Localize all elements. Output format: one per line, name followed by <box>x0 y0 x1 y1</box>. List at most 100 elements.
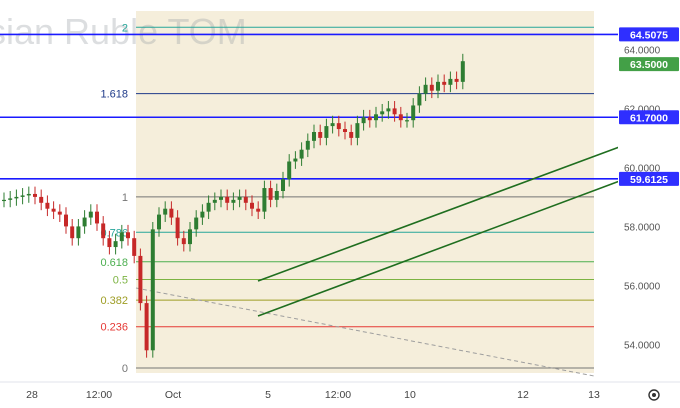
candle-body <box>39 196 44 203</box>
level-price-tag: 61.7000 <box>630 112 668 124</box>
candle-body <box>392 108 397 115</box>
time-tick-label: 13 <box>588 389 600 401</box>
price-tick-label: 56.0000 <box>624 281 661 292</box>
candle-body <box>188 229 192 245</box>
candle-body <box>206 202 211 212</box>
time-tick-label: 12:00 <box>86 389 112 401</box>
time-tick-label: 28 <box>26 389 38 401</box>
time-tick-label: 12 <box>517 389 529 401</box>
trendline-dashed[interactable] <box>135 287 595 377</box>
candle-body <box>349 132 354 138</box>
level-price-tag: 64.5075 <box>630 29 668 41</box>
level-price-tag-bg <box>619 171 679 186</box>
price-axis-ticks: 78.000076.000074.000072.000070.000068.00… <box>624 45 661 351</box>
candle-body <box>95 211 99 224</box>
candle-body <box>256 208 261 212</box>
candle-body <box>312 132 316 141</box>
candle-body <box>194 217 199 230</box>
candle-body <box>293 158 298 162</box>
candle-body <box>14 196 19 199</box>
time-tick-label: 5 <box>265 389 271 401</box>
candle-body <box>417 93 422 106</box>
watermark-text: sian Ruble TOM <box>0 11 247 52</box>
price-tick-label: 58.0000 <box>624 222 661 233</box>
price-tick-label: 64.0000 <box>624 45 661 56</box>
candle-body <box>126 232 130 239</box>
candle-body <box>243 196 248 203</box>
horizontal-levels[interactable] <box>0 0 618 180</box>
price-tick-label: 54.0000 <box>624 340 661 351</box>
time-axis-ticks: 28 12:00 Oct 5 12:00 10 12 13 <box>26 389 600 401</box>
candle-body <box>436 81 440 91</box>
candle-body <box>274 191 279 200</box>
candle-body <box>51 208 56 212</box>
candle-body <box>181 238 186 245</box>
candle-body <box>82 217 87 227</box>
candle-body <box>8 198 13 200</box>
candle-body <box>70 226 75 239</box>
time-tick-label: 10 <box>404 389 416 401</box>
candle-body <box>330 123 335 127</box>
candle-body <box>212 199 217 203</box>
candle-body <box>76 226 81 239</box>
fib-label: 0.236 <box>100 322 128 334</box>
price-tags: 77.440068.097564.507561.700059.612563.50… <box>619 27 679 186</box>
price-tick-label: 62.0000 <box>624 104 661 115</box>
candle-body <box>237 196 242 200</box>
fib-label: 0.382 <box>100 295 128 307</box>
fib-label: 0 <box>122 363 128 375</box>
candle-body <box>318 132 323 138</box>
candle-body <box>101 223 106 239</box>
candle-body <box>64 214 68 227</box>
time-tick-label: Oct <box>165 389 181 401</box>
channel-lower-line[interactable] <box>257 178 626 317</box>
time-axis[interactable] <box>0 382 680 408</box>
candle-body <box>454 78 459 82</box>
gear-icon[interactable] <box>648 389 660 401</box>
candle-body <box>262 188 267 212</box>
candle-body <box>429 84 434 91</box>
level-price-tag: 59.6125 <box>630 174 668 186</box>
current-price-tag-bg <box>619 57 679 72</box>
fib-label: 1 <box>122 192 128 204</box>
candle-body <box>107 238 112 248</box>
candle-body <box>299 149 304 159</box>
candle-body <box>231 199 236 203</box>
candle-body <box>324 126 329 138</box>
candle-body <box>361 117 366 124</box>
candle-body <box>225 196 230 203</box>
fibonacci-zone <box>136 11 594 373</box>
candle-body <box>144 303 149 351</box>
candle-body <box>200 211 205 218</box>
candle-body <box>343 129 347 132</box>
level-price-tag-bg <box>619 110 679 125</box>
candle-body <box>423 84 428 94</box>
time-tick-label: 12:00 <box>325 389 351 401</box>
candlesticks <box>2 53 465 358</box>
candle-body <box>20 195 25 197</box>
candle-body <box>374 114 378 121</box>
candle-body <box>405 120 409 122</box>
price-tick-label: 60.0000 <box>624 163 661 174</box>
candle-body <box>33 193 37 197</box>
candle-body <box>150 229 155 351</box>
candle-body <box>219 196 223 200</box>
candle-body <box>287 161 292 180</box>
candle-body <box>460 61 465 82</box>
candle-body <box>26 193 31 196</box>
current-price-tag: 63.5000 <box>630 59 668 71</box>
candle-body <box>45 202 50 209</box>
candle-body <box>268 188 273 200</box>
candle-body <box>113 241 118 248</box>
candle-body <box>57 211 62 215</box>
fib-label: 2 <box>122 22 128 34</box>
candle-body <box>411 105 416 121</box>
channel-upper-line[interactable] <box>257 145 623 282</box>
candle-body <box>132 238 137 256</box>
candle-body <box>367 117 372 121</box>
candle-body <box>448 78 453 85</box>
candle-body <box>157 214 161 230</box>
level-price-tag-bg <box>619 27 679 42</box>
candle-body <box>175 217 180 239</box>
